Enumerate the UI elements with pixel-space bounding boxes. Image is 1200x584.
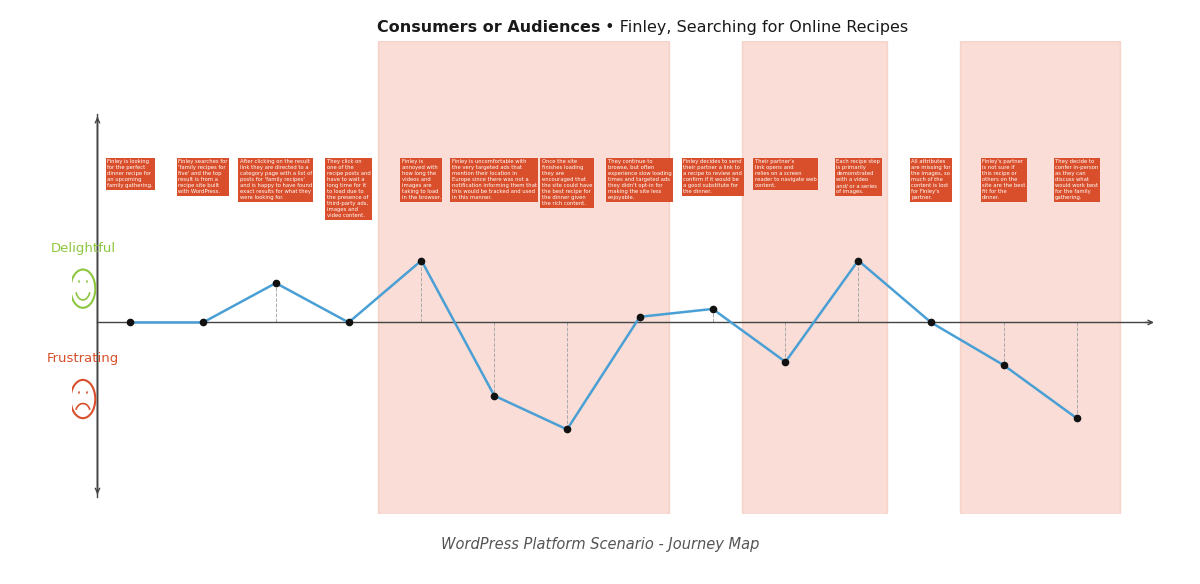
Bar <box>378 41 668 514</box>
Text: Finley is
annoyed with
how long the
videos and
images are
taking to load
in the : Finley is annoyed with how long the vide… <box>402 159 442 200</box>
Text: Each recipe step
is primarily
demonstrated
with a video
and/ or a series
of imag: Each recipe step is primarily demonstrat… <box>836 159 880 194</box>
Text: Their partner's
link opens and
relies on a screen
reader to navigate web
content: Their partner's link opens and relies on… <box>755 159 816 188</box>
Text: Frustrating: Frustrating <box>47 352 119 365</box>
Text: Finley decides to send
their partner a link to
a recipe to review and
confirm if: Finley decides to send their partner a l… <box>683 159 742 194</box>
Text: • Finley, Searching for Online Recipes: • Finley, Searching for Online Recipes <box>600 20 908 36</box>
Text: Finley is looking
for the perfect
dinner recipe for
an upcoming
family gathering: Finley is looking for the perfect dinner… <box>108 159 154 188</box>
Text: They decide to
confer in-person
as they can
discuss what
would work best
for the: They decide to confer in-person as they … <box>1055 159 1098 200</box>
Text: Delightful: Delightful <box>50 242 115 255</box>
Text: Consumers or Audiences: Consumers or Audiences <box>377 20 600 36</box>
Text: All attributes
are missing for
the images, so
much of the
content is lost
for Fi: All attributes are missing for the image… <box>911 159 950 200</box>
Bar <box>742 41 887 514</box>
Text: They click on
one of the
recipe posts and
have to wait a
long time for it
to loa: They click on one of the recipe posts an… <box>326 159 371 218</box>
Text: Once the site
finishes loading
they are
encouraged that
the site could have
the : Once the site finishes loading they are … <box>541 159 593 206</box>
Text: Finley is uncomfortable with
the very targeted ads that
mention their location i: Finley is uncomfortable with the very ta… <box>451 159 536 200</box>
Bar <box>960 41 1121 514</box>
Text: They continue to
browse, but often
experience slow loading
times and targeted ad: They continue to browse, but often exper… <box>608 159 672 200</box>
Text: Finley searches for
'family recipes for
five' and the top
result is from a
recip: Finley searches for 'family recipes for … <box>179 159 228 194</box>
Text: After clicking on the result
link they are directed to a
category page with a li: After clicking on the result link they a… <box>240 159 312 200</box>
Text: WordPress Platform Scenario - Journey Map: WordPress Platform Scenario - Journey Ma… <box>440 537 760 552</box>
Text: Finley's partner
is not sure if
this recipe or
others on the
site are the best
f: Finley's partner is not sure if this rec… <box>982 159 1026 200</box>
